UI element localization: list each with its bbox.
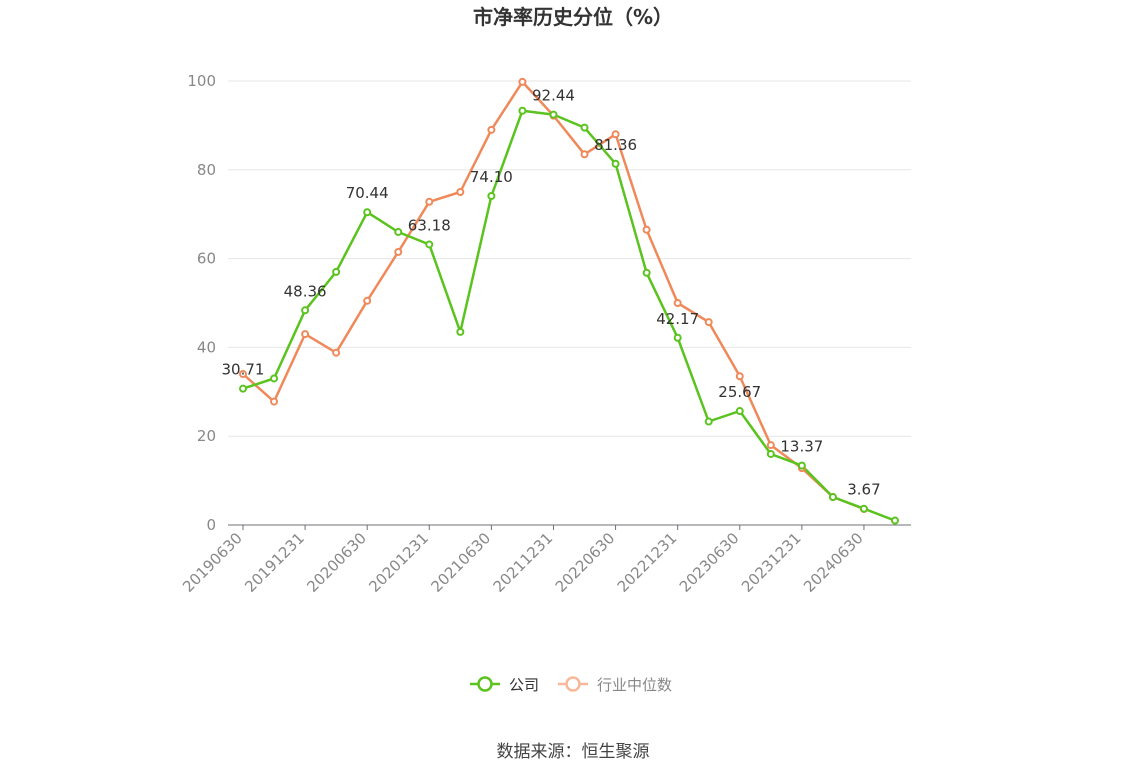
data-point[interactable]: [891, 516, 899, 525]
series-points: [239, 77, 899, 525]
data-point[interactable]: [611, 159, 620, 168]
y-axis-ticks: 0 20 40 60 80 100: [187, 72, 216, 534]
data-point[interactable]: [394, 247, 403, 256]
data-point[interactable]: [580, 123, 589, 132]
data-label: 63.18: [408, 216, 451, 234]
series-line-0: [242, 109, 896, 522]
data-point[interactable]: [518, 106, 527, 115]
data-point[interactable]: [642, 225, 651, 234]
data-point[interactable]: [363, 296, 372, 305]
data-label: 3.67: [847, 481, 880, 499]
x-tick-label: 20211231: [490, 529, 557, 596]
legend-label: 公司: [509, 676, 539, 694]
y-tick-label: 80: [197, 161, 216, 179]
data-point[interactable]: [549, 110, 558, 119]
data-label: 13.37: [780, 438, 823, 456]
data-point[interactable]: [487, 191, 496, 200]
legend-marker: [565, 676, 581, 692]
y-tick-label: 0: [206, 516, 216, 534]
y-tick-label: 60: [197, 250, 216, 268]
data-point[interactable]: [766, 449, 775, 458]
x-tick-label: 20231231: [738, 529, 805, 596]
y-tick-label: 100: [187, 72, 216, 90]
data-point[interactable]: [704, 318, 713, 327]
data-point[interactable]: [735, 372, 744, 381]
data-point[interactable]: [425, 240, 434, 249]
x-tick-label: 20230630: [676, 529, 743, 596]
data-labels: 30.71 48.36 70.44 63.18 74.10 92.44 81.36 42.17…: [222, 87, 881, 499]
data-point[interactable]: [828, 493, 837, 502]
data-point[interactable]: [456, 188, 465, 196]
data-label: 42.17: [656, 310, 699, 328]
x-tick-label: 20200630: [303, 529, 370, 596]
data-point[interactable]: [332, 348, 341, 357]
data-point[interactable]: [673, 333, 682, 342]
data-label: 74.10: [470, 168, 513, 186]
y-tick-label: 20: [197, 427, 216, 445]
legend-marker: [477, 676, 493, 692]
data-label: 70.44: [346, 184, 389, 202]
legend-label: 行业中位数: [597, 676, 672, 694]
data-label: 25.67: [718, 383, 761, 401]
data-point[interactable]: [239, 384, 247, 393]
data-point[interactable]: [270, 374, 279, 383]
data-point[interactable]: [611, 130, 620, 139]
data-point[interactable]: [704, 417, 713, 426]
data-point[interactable]: [766, 441, 775, 450]
data-point[interactable]: [301, 330, 310, 339]
x-tick-label: 20220630: [552, 529, 619, 596]
data-point[interactable]: [456, 327, 465, 336]
data-point[interactable]: [642, 268, 651, 277]
data-point[interactable]: [363, 208, 372, 217]
data-point[interactable]: [270, 397, 279, 406]
y-tick-label: 40: [197, 338, 216, 356]
x-tick-label: 20221231: [614, 529, 681, 596]
legend-item-0[interactable]: 公司: [470, 676, 539, 694]
x-tick-label: 20191231: [241, 529, 308, 596]
data-point[interactable]: [673, 299, 682, 307]
data-label: 81.36: [594, 136, 637, 154]
chart-title: 市净率历史分位（%）: [473, 5, 673, 29]
source-note: 数据来源：恒生聚源: [497, 742, 650, 762]
data-point[interactable]: [518, 77, 527, 86]
data-point[interactable]: [394, 227, 403, 236]
data-point[interactable]: [425, 197, 434, 206]
data-label: 30.71: [222, 361, 265, 379]
legend[interactable]: 公司 行业中位数: [470, 676, 672, 694]
x-tick-label: 20210630: [427, 529, 494, 596]
data-point[interactable]: [332, 267, 341, 276]
data-point[interactable]: [797, 461, 806, 470]
data-point[interactable]: [735, 407, 744, 416]
data-point[interactable]: [239, 370, 247, 379]
x-tick-label: 20240630: [800, 529, 867, 596]
data-point[interactable]: [580, 150, 589, 159]
data-label: 48.36: [284, 282, 327, 300]
x-tick-label: 20201231: [365, 529, 432, 596]
data-label: 92.44: [532, 87, 575, 105]
data-point[interactable]: [301, 306, 310, 315]
data-point[interactable]: [859, 504, 868, 513]
x-axis: 2019063020191231202006302020123120210630…: [179, 524, 911, 596]
data-point[interactable]: [487, 125, 496, 134]
legend-item-1[interactable]: 行业中位数: [558, 676, 672, 694]
x-tick-label: 20190630: [179, 529, 246, 596]
